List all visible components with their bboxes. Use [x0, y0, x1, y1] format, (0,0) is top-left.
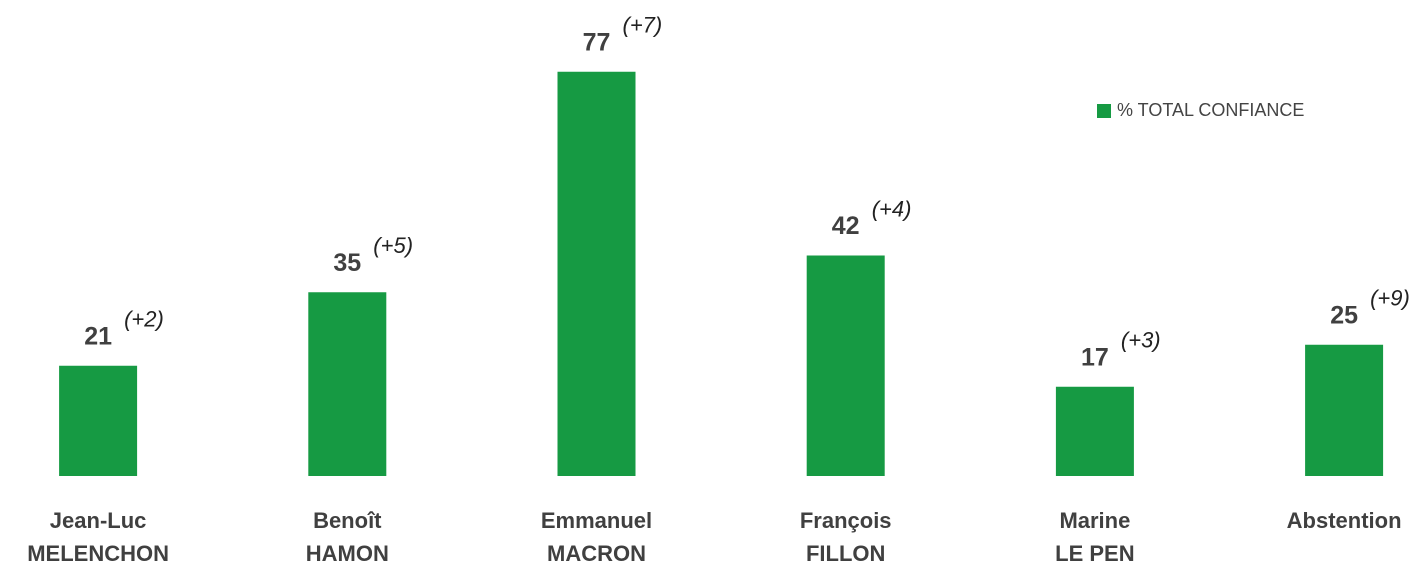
x-tick-label: Benoît	[313, 508, 382, 533]
bar	[59, 365, 138, 476]
annotation: (+9)	[1370, 286, 1410, 311]
x-tick-label: Abstention	[1287, 508, 1402, 533]
x-tick-label: FILLON	[806, 541, 885, 566]
annotation: (+7)	[623, 13, 663, 38]
bar	[308, 292, 387, 476]
value-label: 25	[1330, 301, 1358, 329]
legend-swatch	[1097, 104, 1111, 118]
x-tick-label: MELENCHON	[27, 541, 169, 566]
legend-label: % TOTAL CONFIANCE	[1117, 100, 1304, 120]
annotation: (+2)	[124, 307, 164, 332]
x-tick-label: Emmanuel	[541, 508, 652, 533]
x-tick-label: Jean-Luc	[50, 508, 147, 533]
annotation: (+3)	[1121, 328, 1161, 353]
bar	[1305, 344, 1384, 476]
bar	[806, 255, 885, 476]
value-label: 42	[832, 212, 860, 240]
x-tick-label: Marine	[1059, 508, 1130, 533]
bar	[1055, 386, 1134, 476]
value-label: 21	[84, 322, 112, 350]
annotation: (+5)	[373, 233, 413, 258]
x-tick-label: François	[800, 508, 892, 533]
value-label: 77	[583, 28, 611, 56]
bar	[557, 71, 636, 476]
x-tick-label: LE PEN	[1055, 541, 1134, 566]
x-tick-label: MACRON	[547, 541, 646, 566]
x-tick-label: HAMON	[306, 541, 389, 566]
value-label: 35	[333, 249, 361, 277]
annotation: (+4)	[872, 196, 912, 221]
value-label: 17	[1081, 343, 1109, 371]
